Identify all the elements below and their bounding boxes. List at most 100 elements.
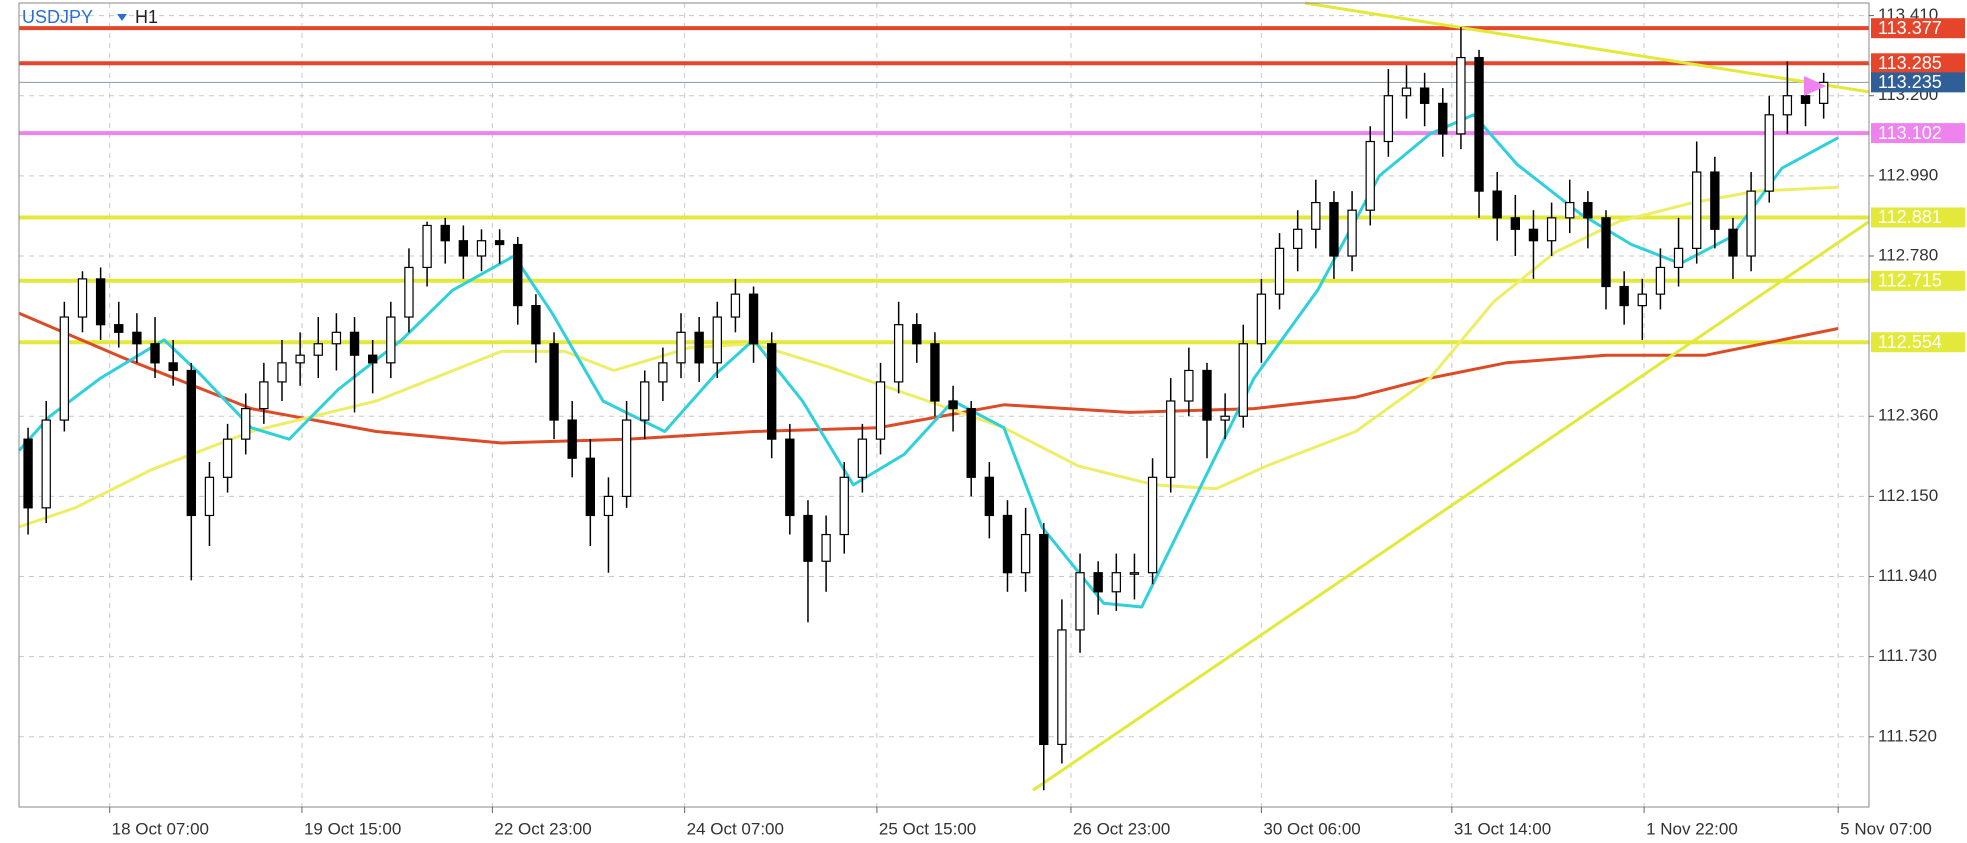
- x-tick-label: 5 Nov 07:00: [1840, 819, 1932, 838]
- candle-body: [1601, 217, 1611, 288]
- candle-body: [712, 316, 722, 364]
- x-tick-label: 1 Nov 22:00: [1646, 819, 1738, 838]
- moving-average: [18, 311, 1839, 445]
- candle-body: [1075, 572, 1085, 631]
- candle-body: [767, 343, 777, 440]
- x-tick-label: 18 Oct 07:00: [112, 819, 209, 838]
- candle-body: [1383, 95, 1394, 143]
- candle-body: [585, 457, 596, 517]
- candle-body: [458, 240, 469, 257]
- candle-body: [912, 324, 922, 345]
- candle-body: [1184, 369, 1194, 402]
- x-tick-label: 30 Oct 06:00: [1263, 819, 1360, 838]
- candle-body: [331, 331, 342, 345]
- candle-body: [1637, 293, 1647, 307]
- level-label: 113.285: [1878, 53, 1942, 73]
- candle-body: [1710, 171, 1720, 230]
- trend-line: [1304, 1, 1870, 94]
- candle-body: [1220, 415, 1230, 421]
- candle-body: [277, 362, 287, 383]
- x-tick-label: 24 Oct 07:00: [687, 819, 784, 838]
- candle-body: [241, 408, 251, 440]
- y-tick-label: 112.150: [1878, 486, 1938, 505]
- candle-body: [494, 240, 505, 246]
- candle-body: [132, 331, 142, 345]
- candle-body: [1438, 102, 1448, 135]
- candle-body: [1782, 95, 1793, 116]
- candle-body: [1528, 228, 1539, 242]
- candle-body: [41, 419, 51, 509]
- candle-body: [1655, 266, 1666, 295]
- candle-body: [422, 224, 432, 269]
- candle-body: [966, 408, 976, 478]
- candle-body: [621, 419, 632, 497]
- candle-body: [930, 343, 940, 402]
- candle-body: [1365, 140, 1375, 211]
- bid-box: [1871, 72, 1965, 93]
- level-box: [1871, 123, 1965, 144]
- x-tick-label: 26 Oct 23:00: [1073, 819, 1170, 838]
- candle-body: [1347, 209, 1357, 257]
- trend-line: [1032, 220, 1870, 792]
- y-tick-label: 112.780: [1878, 245, 1938, 264]
- candle-body: [567, 419, 577, 459]
- candle-body: [1129, 572, 1140, 575]
- candle-body: [1002, 514, 1013, 574]
- candle-body: [367, 354, 378, 364]
- candle-body: [1202, 369, 1212, 421]
- candle-body: [1419, 87, 1430, 104]
- bid-label: 113.235: [1878, 72, 1942, 92]
- candle-body: [1510, 217, 1521, 230]
- candle-body: [1800, 95, 1811, 104]
- candle-body: [186, 369, 196, 517]
- candle-body: [1401, 87, 1412, 97]
- candle-body: [730, 293, 741, 318]
- candle-body: [1256, 293, 1267, 345]
- candle-body: [77, 278, 88, 318]
- candle-body: [658, 362, 668, 383]
- candle-body: [313, 343, 323, 356]
- candle-body: [1565, 201, 1575, 219]
- candle-body: [785, 438, 795, 517]
- candle-body: [59, 316, 70, 421]
- symbol-dropdown[interactable]: [117, 14, 127, 21]
- candle-body: [803, 514, 813, 562]
- candle-body: [259, 381, 269, 410]
- candle-body: [1673, 247, 1684, 269]
- candle-body: [1166, 400, 1176, 478]
- level-box: [1871, 18, 1965, 39]
- timeframe[interactable]: H1: [135, 7, 158, 27]
- candle-body: [694, 331, 704, 364]
- level-label: 113.377: [1878, 18, 1942, 38]
- candle-body: [1274, 247, 1285, 295]
- symbol[interactable]: USDJPY: [22, 7, 93, 27]
- candle-body: [1020, 533, 1031, 574]
- plot-frame: [18, 2, 1870, 808]
- x-tick-label: 25 Oct 15:00: [879, 819, 976, 838]
- candle-body: [676, 331, 686, 364]
- level-box: [1871, 207, 1965, 228]
- candle-body: [1746, 190, 1756, 257]
- candle-body: [404, 266, 414, 318]
- y-tick-label: 111.730: [1878, 646, 1937, 665]
- candle-body: [204, 476, 215, 517]
- candle-body: [1456, 56, 1466, 135]
- candle-body: [114, 324, 124, 333]
- x-tick-label: 22 Oct 23:00: [494, 819, 591, 838]
- level-box: [1871, 270, 1965, 291]
- candle-body: [893, 324, 904, 383]
- candle-body: [513, 243, 523, 307]
- candle-body: [531, 304, 541, 345]
- candle-body: [1728, 228, 1738, 257]
- candle-body: [1147, 476, 1158, 574]
- level-label: 112.554: [1878, 332, 1942, 352]
- candle-body: [748, 293, 759, 345]
- candle-body: [440, 224, 450, 242]
- level-label: 113.102: [1878, 123, 1942, 143]
- level-box: [1871, 53, 1965, 74]
- candle-body: [1492, 190, 1502, 219]
- candle-body: [476, 240, 487, 257]
- candle-body: [821, 533, 831, 562]
- candle-body: [1292, 228, 1303, 249]
- level-label: 112.715: [1878, 271, 1942, 291]
